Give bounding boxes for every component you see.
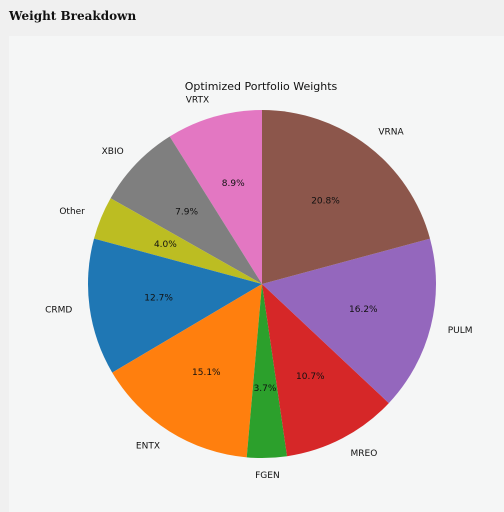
pie-percent-label-pulm: 16.2%	[349, 305, 378, 315]
pie-slice-entx	[112, 284, 262, 458]
pie-slice-vrtx	[169, 110, 262, 284]
pie-category-label-mreo: MREO	[351, 449, 378, 459]
pie-slices	[87, 109, 437, 459]
pie-slice-pulm	[262, 238, 437, 404]
pie-slice-xbio	[110, 136, 262, 284]
pie-category-label-entx: ENTX	[136, 441, 160, 451]
pie-category-label-vrtx: VRTX	[186, 96, 209, 106]
pie-category-label-other: Other	[59, 207, 85, 217]
pie-percent-label-fgen: 3.7%	[254, 384, 277, 394]
chart-title: Optimized Portfolio Weights	[185, 80, 338, 93]
pie-percent-label-xbio: 7.9%	[175, 207, 198, 217]
pie-category-label-vrna: VRNA	[378, 128, 404, 138]
pie-slice-vrna	[262, 109, 430, 284]
pie-percent-label-mreo: 10.7%	[296, 372, 325, 382]
pie-percent-labels: 8.9% 7.9% 4.0% 12.7% 15.1% 3.7% 10.7% 16.2% 20.8…	[144, 179, 378, 394]
pie-percent-label-vrna: 20.8%	[311, 197, 340, 207]
pie-chart: Optimized Portfolio Weights 8.9% 7.9% 4.0%…	[45, 80, 472, 481]
chart-panel: Optimized Portfolio Weights 8.9% 7.9% 4.0%…	[9, 36, 504, 512]
pie-slice-fgen	[246, 284, 288, 459]
pie-percent-label-other: 4.0%	[154, 240, 177, 250]
pie-slice-mreo	[262, 284, 389, 457]
pie-category-label-fgen: FGEN	[255, 471, 280, 481]
pie-percent-label-entx: 15.1%	[192, 368, 221, 378]
pie-slice-crmd	[87, 238, 262, 373]
page-heading: Weight Breakdown	[9, 9, 137, 23]
pie-category-label-xbio: XBIO	[102, 147, 124, 157]
pie-category-label-pulm: PULM	[448, 326, 473, 336]
pie-slice-other	[94, 198, 263, 284]
pie-percent-label-vrtx: 8.9%	[222, 179, 245, 189]
pie-percent-label-crmd: 12.7%	[144, 294, 173, 304]
pie-category-labels: VRTX XBIO Other CRMD ENTX FGEN MREO PULM VRNA	[45, 96, 472, 481]
pie-category-label-crmd: CRMD	[45, 305, 72, 315]
